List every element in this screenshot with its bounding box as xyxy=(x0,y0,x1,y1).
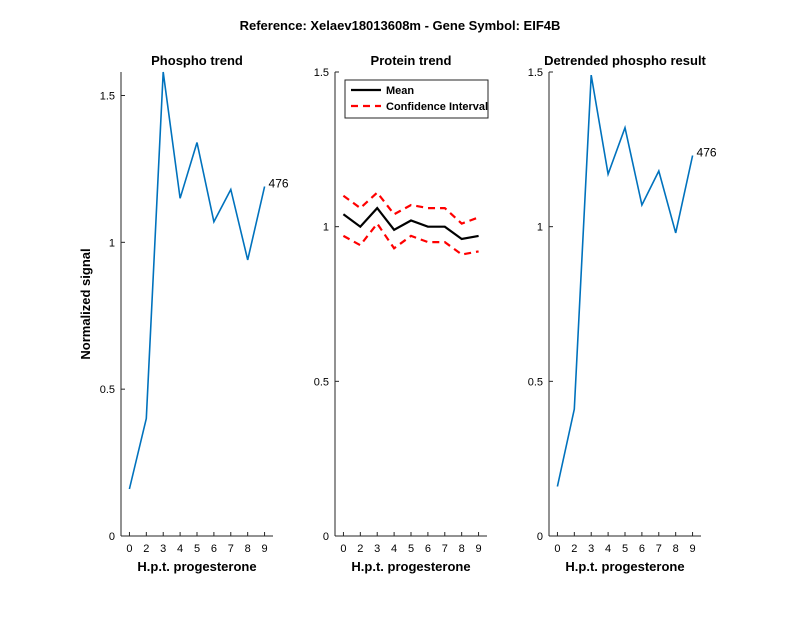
x-axis-label: H.p.t. progesterone xyxy=(351,559,470,574)
x-tick-label: 9 xyxy=(475,543,481,555)
panel-title: Detrended phospho result xyxy=(544,53,706,68)
y-tick-label: 0 xyxy=(109,531,115,543)
legend-entry-label: Mean xyxy=(386,85,414,97)
point-annotation: 476 xyxy=(269,177,289,191)
confidence-interval-line xyxy=(342,190,479,225)
x-tick-label: 3 xyxy=(374,543,380,555)
x-tick-label: 5 xyxy=(408,543,414,555)
y-tick-label: 1.5 xyxy=(314,67,329,79)
x-tick-label: 6 xyxy=(211,543,217,555)
x-tick-label: 3 xyxy=(160,543,166,555)
x-tick-label: 9 xyxy=(261,543,267,555)
x-tick-label: 4 xyxy=(605,543,611,555)
y-tick-label: 0.5 xyxy=(100,384,115,396)
y-tick-label: 1 xyxy=(323,222,329,234)
x-tick-label: 5 xyxy=(622,543,628,555)
figure-title: Reference: Xelaev18013608m - Gene Symbol… xyxy=(240,18,561,33)
confidence-interval-line xyxy=(342,221,479,256)
x-tick-label: 4 xyxy=(177,543,183,555)
y-tick-label: 1.5 xyxy=(528,67,543,79)
x-tick-label: 0 xyxy=(554,543,560,555)
legend-entry-label: Confidence Interval xyxy=(386,101,488,113)
x-tick-label: 2 xyxy=(143,543,149,555)
x-tick-label: 7 xyxy=(228,543,234,555)
x-tick-label: 4 xyxy=(391,543,397,555)
x-tick-label: 0 xyxy=(340,543,346,555)
x-axis-label: H.p.t. progesterone xyxy=(565,559,684,574)
x-tick-label: 8 xyxy=(459,543,465,555)
x-tick-label: 7 xyxy=(656,543,662,555)
series-line xyxy=(556,74,694,487)
series-line xyxy=(128,71,266,490)
y-tick-label: 1.5 xyxy=(100,90,115,102)
y-tick-label: 0 xyxy=(537,531,543,543)
x-tick-label: 6 xyxy=(639,543,645,555)
y-tick-label: 0.5 xyxy=(528,376,543,388)
x-tick-label: 9 xyxy=(689,543,695,555)
x-tick-label: 8 xyxy=(245,543,251,555)
x-tick-label: 6 xyxy=(425,543,431,555)
panel-title: Phospho trend xyxy=(151,53,243,68)
y-tick-label: 1 xyxy=(537,222,543,234)
x-tick-label: 2 xyxy=(357,543,363,555)
legend-box xyxy=(344,79,489,119)
x-axis-label: H.p.t. progesterone xyxy=(137,559,256,574)
y-tick-label: 1 xyxy=(109,237,115,249)
legend: Mean Confidence Interval xyxy=(344,79,489,119)
y-tick-label: 0 xyxy=(323,531,329,543)
x-tick-label: 8 xyxy=(673,543,679,555)
mean-line xyxy=(342,206,479,241)
panel-title: Protein trend xyxy=(371,53,452,68)
x-tick-label: 0 xyxy=(126,543,132,555)
y-axis-label: Normalized signal xyxy=(78,248,93,359)
y-tick-label: 0.5 xyxy=(314,376,329,388)
x-tick-label: 2 xyxy=(571,543,577,555)
x-tick-label: 7 xyxy=(442,543,448,555)
x-tick-label: 5 xyxy=(194,543,200,555)
x-tick-label: 3 xyxy=(588,543,594,555)
point-annotation: 476 xyxy=(697,146,717,160)
